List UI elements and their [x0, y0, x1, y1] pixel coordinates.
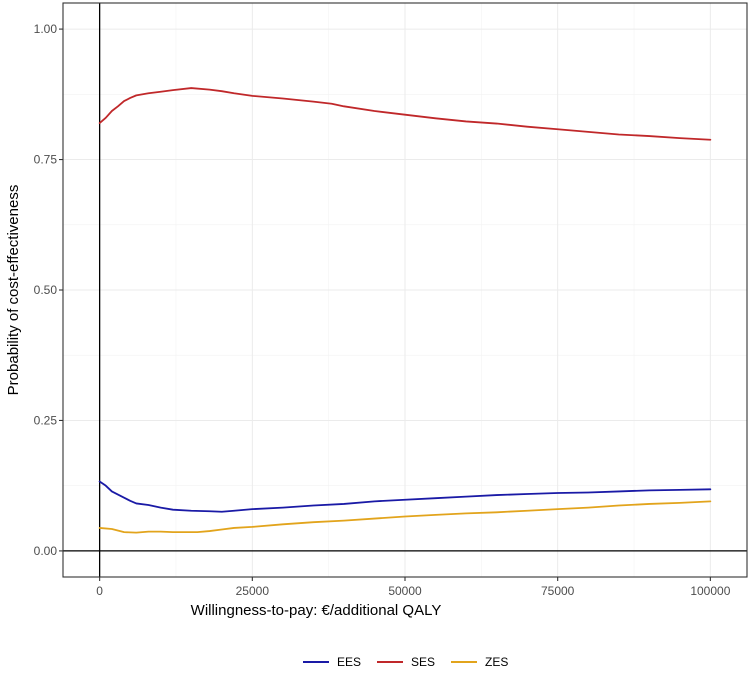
y-tick-label: 0.25 — [34, 413, 58, 427]
x-tick-label: 100000 — [690, 584, 730, 598]
series-layer — [98, 87, 712, 534]
y-tick-label: 0.50 — [34, 283, 58, 297]
y-tick-label: 0.75 — [34, 153, 58, 167]
series-line-ses — [98, 87, 712, 141]
legend: EES SES ZES — [303, 655, 508, 669]
x-tick-label: 25000 — [236, 584, 270, 598]
y-axis-ticks: 0.00 0.25 0.50 0.75 1.00 — [34, 22, 63, 558]
legend-label-ees: EES — [337, 655, 361, 669]
x-axis-ticks: 0 25000 50000 75000 100000 — [96, 577, 731, 598]
x-tick-label: 0 — [96, 584, 103, 598]
legend-label-zes: ZES — [485, 655, 508, 669]
x-tick-label: 50000 — [388, 584, 422, 598]
series-line-zes — [98, 500, 712, 534]
y-tick-label: 0.00 — [34, 544, 58, 558]
x-axis-title: Willingness-to-pay: €/additional QALY — [191, 602, 442, 619]
legend-label-ses: SES — [411, 655, 435, 669]
y-axis-title: Probability of cost-effectiveness — [5, 185, 22, 396]
y-tick-label: 1.00 — [34, 22, 58, 36]
series-line-ees — [98, 480, 712, 513]
x-tick-label: 75000 — [541, 584, 575, 598]
